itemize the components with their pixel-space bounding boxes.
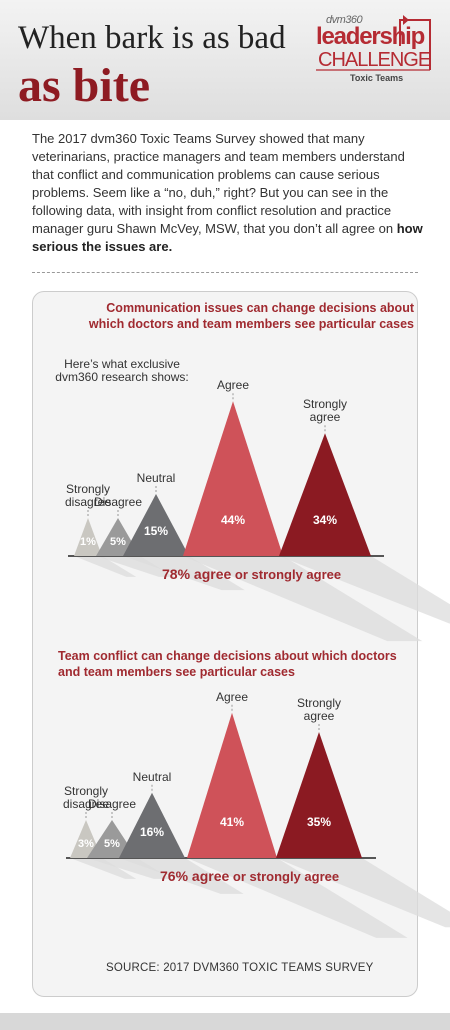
- chart-2-shadow-5: [276, 858, 450, 928]
- chart-1-category-1: Strongly disagree: [65, 482, 111, 509]
- chart-1-title: Communication issues can change decision…: [88, 301, 414, 331]
- chart-1-peak-1: [74, 518, 102, 556]
- logo-word-toxic-teams: Toxic Teams: [350, 73, 404, 83]
- leadership-challenge-logo: dvm360 leadership CHALLENGE Toxic Teams: [312, 12, 440, 90]
- chart-1-value-2: 5%: [110, 536, 126, 548]
- chart-1-value-5: 34%: [313, 513, 337, 527]
- chart-2: Strongly disagree 3% Disagree 5% Neutral 16% Ag…: [63, 690, 450, 938]
- chart-2-value-2: 5%: [104, 838, 120, 850]
- chart-1-summary-rest: or strongly agree: [231, 567, 342, 582]
- chart-1-summary: 78% agree or strongly agree: [162, 566, 341, 582]
- header-banner: [0, 0, 450, 120]
- page-title-emphasis: as bite: [18, 59, 150, 112]
- source-note: SOURCE: 2017 DVM360 TOXIC TEAMS SURVEY: [106, 962, 374, 974]
- chart-2-value-1: 3%: [78, 838, 94, 850]
- chart-1-peak-3: [123, 494, 189, 556]
- chart-1-summary-pct: 78% agree: [162, 566, 232, 582]
- chart-1-category-3: Neutral: [137, 471, 176, 485]
- chart-2-value-4: 41%: [220, 815, 244, 829]
- chart-1-shadow-4: [183, 556, 423, 642]
- chart-1-shadow-3: [123, 556, 245, 591]
- page-title: When bark is as bad: [18, 20, 286, 56]
- research-subtitle: Here’s what exclusive dvm360 research sh…: [55, 357, 189, 384]
- chart-1-category-5: Strongly agree: [303, 397, 347, 424]
- chart-1-value-4: 44%: [221, 513, 245, 527]
- chart-1-peak-4: [183, 401, 283, 556]
- footer-bar: [0, 1013, 450, 1030]
- logo-word-leadership: leadership: [316, 23, 425, 50]
- chart-2-category-1: Strongly disagree: [63, 784, 109, 811]
- chart-2-category-3: Neutral: [133, 770, 172, 784]
- chart-2-value-3: 16%: [140, 825, 164, 839]
- chart-1-category-4: Agree: [217, 378, 249, 392]
- chart-1-shadow-2: [96, 556, 175, 577]
- chart-2-shadow-3: [119, 858, 244, 894]
- chart-2-category-2: Disagree: [88, 797, 136, 811]
- divider: [32, 272, 418, 273]
- chart-2-category-5: Strongly agree: [297, 696, 341, 723]
- chart-2-peak-3: [119, 792, 185, 858]
- chart-2-summary: 76% agree or strongly agree: [160, 868, 339, 884]
- chart-1-shadow-5: [279, 556, 450, 624]
- chart-1-shadow-1: [74, 556, 137, 577]
- chart-2-value-5: 35%: [307, 815, 331, 829]
- chart-1: Strongly disagree 1% Disagree 5% Neutral 15% Ag…: [65, 378, 450, 642]
- chart-2-peak-4: [187, 712, 277, 858]
- intro-paragraph: The 2017 dvm360 Toxic Teams Survey showe…: [32, 130, 424, 256]
- intro-text: The 2017 dvm360 Toxic Teams Survey showe…: [32, 131, 405, 236]
- logo-arrow-icon: [316, 15, 431, 71]
- chart-1-category-2: Disagree: [94, 495, 142, 509]
- chart-2-title: Team conflict can change decisions about…: [58, 649, 397, 679]
- chart-1-peak-5: [279, 433, 371, 556]
- logo-brand: dvm360: [326, 14, 363, 26]
- chart-2-shadow-1: [70, 858, 137, 879]
- chart-1-value-3: 15%: [144, 524, 168, 538]
- logo-word-challenge: CHALLENGE: [318, 49, 431, 71]
- intro-bold-text: how serious the issues are.: [32, 221, 423, 254]
- chart-2-shadow-4: [187, 858, 408, 938]
- chart-2-summary-rest: or strongly agree: [229, 869, 340, 884]
- chart-2-peak-5: [276, 732, 362, 858]
- chart-1-value-1: 1%: [80, 536, 96, 548]
- chart-2-summary-pct: 76% agree: [160, 868, 230, 884]
- chart-2-category-4: Agree: [216, 690, 248, 704]
- chart-2-shadow-2: [87, 858, 172, 879]
